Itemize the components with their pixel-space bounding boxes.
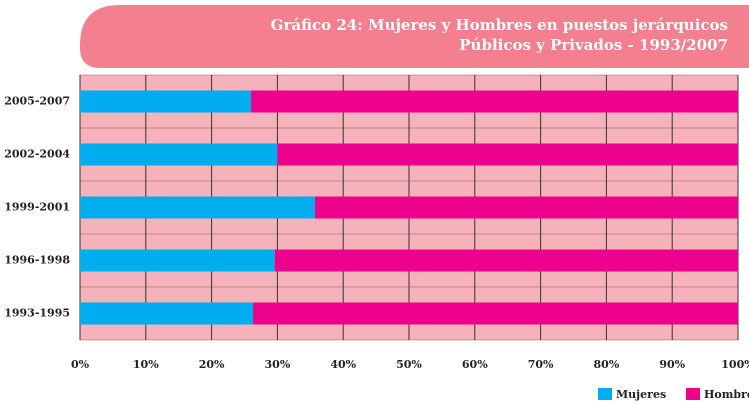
- x-tick-label: 10%: [133, 358, 159, 371]
- legend-label: Mujeres: [616, 388, 666, 401]
- x-tick-label: 60%: [462, 358, 488, 371]
- chart-subtitle: Públicos y Privados - 1993/2007: [459, 36, 728, 54]
- x-tick-label: 0%: [71, 358, 90, 371]
- bar-segment: [80, 249, 275, 272]
- y-tick-label: 1993-1995: [4, 307, 70, 320]
- x-tick-label: 80%: [594, 358, 620, 371]
- x-tick-label: 20%: [199, 358, 225, 371]
- legend-label: Hombres: [704, 388, 749, 401]
- bar-segment: [80, 143, 278, 166]
- bar-segment: [80, 196, 315, 219]
- chart-title: Gráfico 24: Mujeres y Hombres en puestos…: [271, 16, 728, 34]
- title-banner: [80, 5, 749, 68]
- bar-segment: [274, 249, 738, 272]
- y-tick-label: 2002-2004: [4, 148, 70, 161]
- x-tick-label: 50%: [396, 358, 422, 371]
- y-tick-label: 1999-2001: [4, 201, 70, 214]
- bar-segment: [80, 302, 254, 325]
- x-tick-label: 70%: [528, 358, 554, 371]
- bar-segment: [80, 90, 252, 113]
- x-tick-label: 40%: [330, 358, 356, 371]
- legend-swatch: [686, 388, 700, 400]
- bar-segment: [314, 196, 738, 219]
- x-tick-label: 100%: [721, 358, 749, 371]
- bar-segment: [277, 143, 738, 166]
- y-tick-label: 2005-2007: [4, 95, 70, 108]
- bar-segment: [253, 302, 738, 325]
- x-tick-label: 90%: [659, 358, 685, 371]
- bar-segment: [251, 90, 738, 113]
- legend-swatch: [598, 388, 612, 400]
- y-tick-label: 1996-1998: [4, 254, 70, 267]
- x-tick-label: 30%: [265, 358, 291, 371]
